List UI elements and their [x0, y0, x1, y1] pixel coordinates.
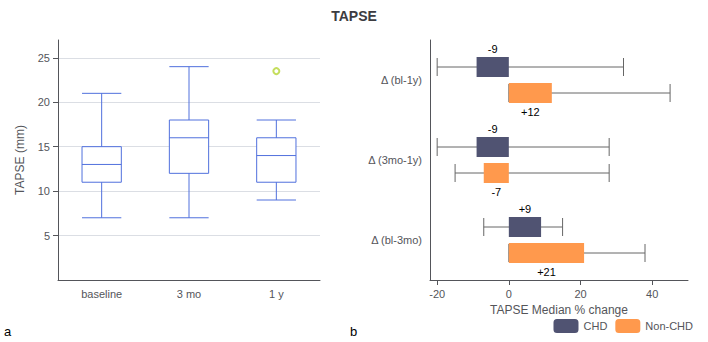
svg-text:TAPSE (mm): TAPSE (mm) [13, 125, 27, 195]
svg-text:5: 5 [44, 230, 50, 242]
svg-text:TAPSE: TAPSE [331, 8, 377, 24]
svg-text:-7: -7 [491, 186, 501, 198]
svg-text:b: b [350, 324, 357, 339]
svg-text:baseline: baseline [81, 288, 122, 300]
svg-text:-9: -9 [488, 123, 498, 135]
svg-text:15: 15 [38, 141, 50, 153]
svg-text:3 mo: 3 mo [177, 288, 201, 300]
svg-text:+9: +9 [519, 203, 532, 215]
svg-text:10: 10 [38, 185, 50, 197]
svg-text:20: 20 [574, 288, 586, 300]
svg-text:a: a [4, 324, 12, 339]
svg-text:-9: -9 [488, 43, 498, 55]
svg-text:20: 20 [38, 96, 50, 108]
svg-text:TAPSE Median % change: TAPSE Median % change [490, 303, 628, 317]
svg-text:-20: -20 [429, 288, 445, 300]
svg-text:+12: +12 [521, 106, 540, 118]
svg-text:40: 40 [646, 288, 658, 300]
svg-text:CHD: CHD [583, 320, 607, 332]
svg-text:25: 25 [38, 52, 50, 64]
svg-text:Δ (3mo-1y): Δ (3mo-1y) [368, 154, 422, 166]
svg-text:Δ (bl-1y): Δ (bl-1y) [381, 74, 422, 86]
svg-text:Δ (bl-3mo): Δ (bl-3mo) [371, 234, 422, 246]
svg-text:+21: +21 [537, 266, 556, 278]
svg-text:0: 0 [506, 288, 512, 300]
svg-text:Non-CHD: Non-CHD [645, 320, 693, 332]
svg-text:1 y: 1 y [269, 288, 284, 300]
